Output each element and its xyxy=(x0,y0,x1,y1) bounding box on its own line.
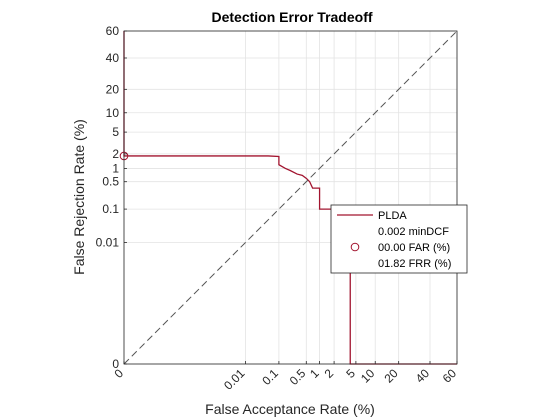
legend-box xyxy=(330,204,468,274)
chance-diagonal-line xyxy=(123,30,458,365)
y-axis-label: False Rejection Rate (%) xyxy=(71,119,87,275)
series-line-plda xyxy=(123,31,457,365)
y-tick-label: 0.01 xyxy=(96,236,120,250)
legend-entry-label: 01.82 FRR (%) xyxy=(378,258,451,270)
plot-frame xyxy=(123,30,458,365)
y-tick-label: 40 xyxy=(106,51,120,65)
y-tick-label: 1 xyxy=(112,161,119,175)
y-tick-label: 5 xyxy=(112,125,119,139)
y-tick-label: 10 xyxy=(106,106,120,120)
y-tick-label: 60 xyxy=(106,24,120,38)
legend-entry-label: 00.00 FAR (%) xyxy=(378,242,450,254)
y-tick-labels: 0 0.01 0.1 0.512 5 10 20 40 60 xyxy=(96,24,127,371)
legend-entry-label: PLDA xyxy=(378,210,407,222)
y-tick-label: 20 xyxy=(106,82,120,96)
legend-entry-label: 0.002 minDCF xyxy=(378,226,449,238)
chart-title: Detection Error Tradeoff xyxy=(211,9,372,25)
y-tick-label: 0 xyxy=(112,357,119,371)
legend-circle-swatch xyxy=(350,242,360,252)
x-axis-label: False Acceptance Rate (%) xyxy=(205,401,375,417)
y-tick-label: 0.5 xyxy=(102,175,119,189)
y-tick-label: 0.1 xyxy=(102,202,119,216)
y-tick-label: 2 xyxy=(112,147,119,161)
legend: PLDA 0.002 minDCF 00.00 FAR (%) 01.82 FRR (… xyxy=(330,204,468,274)
